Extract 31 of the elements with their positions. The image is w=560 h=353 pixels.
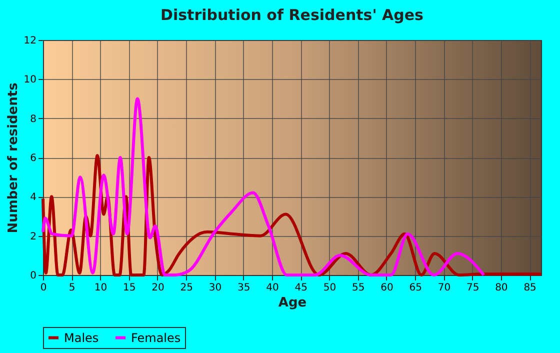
x-tick-label: 75 — [466, 282, 480, 294]
y-tick-label: 8 — [30, 114, 36, 125]
x-axis-title: Age — [278, 296, 307, 310]
line-series — [42, 97, 486, 276]
x-tick-label: 25 — [180, 282, 193, 294]
x-tick-label: 30 — [208, 282, 222, 294]
x-tick-label: 55 — [352, 282, 365, 294]
x-tick-label: 20 — [152, 282, 164, 294]
x-tick-label: 5 — [68, 282, 76, 294]
x-tick-label: 85 — [524, 282, 536, 294]
y-tick-label: 0 — [30, 270, 36, 282]
x-tick-label: 45 — [294, 282, 308, 294]
y-tick-label: 4 — [30, 192, 36, 204]
legend-label: Males — [64, 330, 99, 345]
legend-label: Females — [131, 330, 181, 345]
x-tick-label: 0 — [40, 282, 47, 294]
y-tick-label: 10 — [24, 74, 36, 86]
x-tick-label: 65 — [409, 282, 422, 294]
y-tick-label: 6 — [30, 153, 36, 164]
y-tick-label: 12 — [24, 36, 36, 46]
x-tick-label: 10 — [94, 282, 108, 294]
y-tick-label: 2 — [30, 231, 36, 242]
y-axis-title: Number of residents — [6, 82, 21, 234]
x-tick-label: 40 — [266, 282, 279, 294]
x-tick-label: 70 — [438, 282, 451, 294]
x-tick-label: 15 — [122, 282, 136, 294]
x-tick-label: 35 — [237, 282, 250, 294]
x-tick-label: 80 — [495, 282, 508, 294]
chart-title: Distribution of Residents' Ages — [160, 6, 424, 24]
x-tick-label: 60 — [380, 282, 394, 294]
x-tick-label: 50 — [323, 282, 336, 294]
